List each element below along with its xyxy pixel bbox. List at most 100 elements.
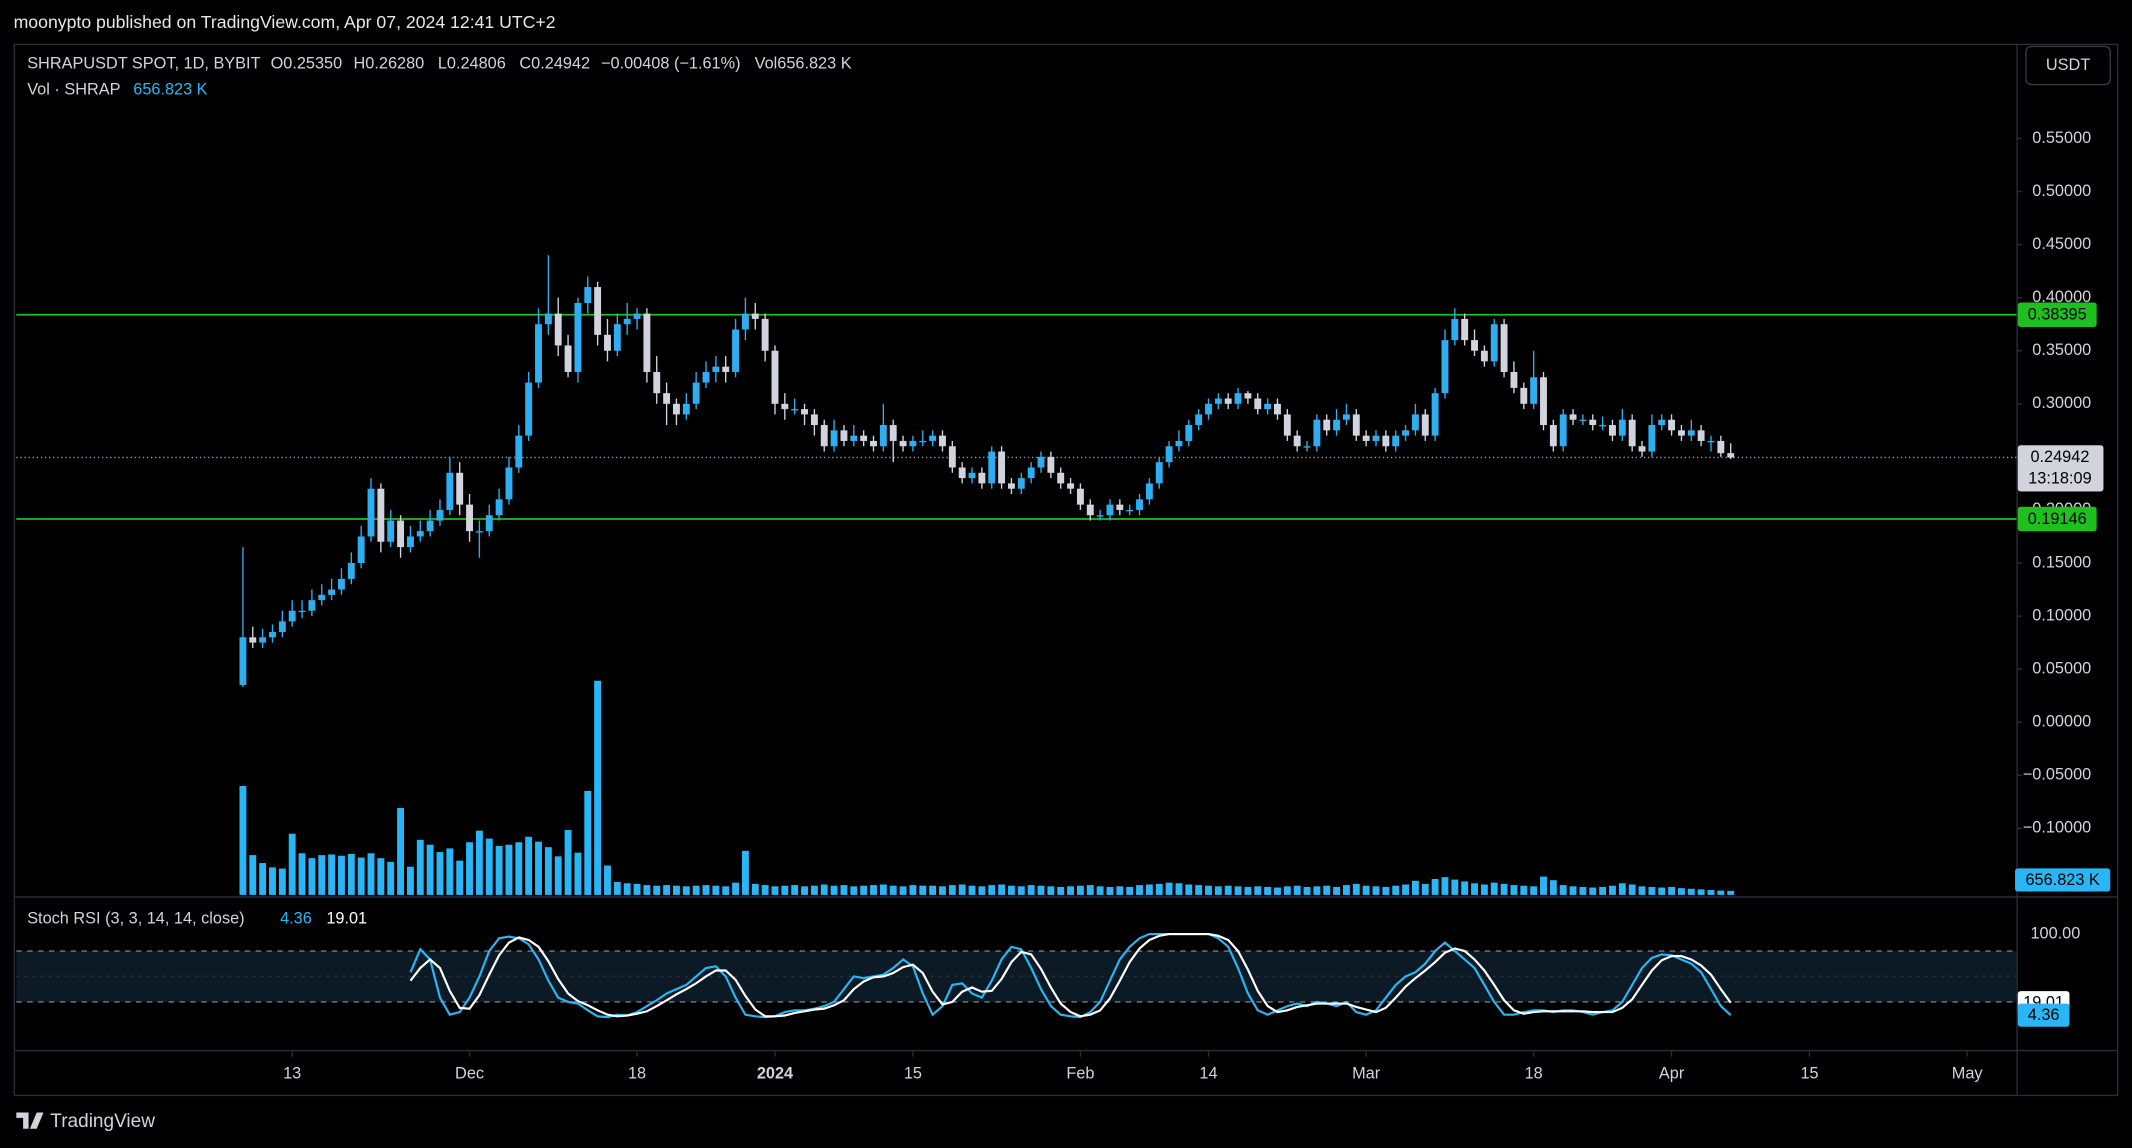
volume-bar — [1224, 885, 1232, 895]
candle-body — [840, 430, 848, 441]
volume-bar — [702, 885, 710, 895]
candle-body — [673, 403, 680, 415]
volume-bar — [939, 886, 946, 895]
candle-body — [1431, 393, 1439, 436]
volume-bar — [1165, 882, 1173, 895]
candle-body — [643, 313, 651, 372]
candle-body — [1283, 414, 1291, 436]
volume-bar — [1303, 886, 1311, 895]
candle-body — [1549, 425, 1557, 447]
volume-bar — [958, 884, 966, 895]
volume-bar — [1540, 876, 1547, 895]
volume-bar — [259, 863, 267, 895]
volume-bar — [1421, 883, 1429, 895]
volume-bar — [357, 857, 365, 895]
volume-bar — [456, 860, 464, 895]
logo-text: TradingView — [50, 1111, 155, 1132]
candle-body — [416, 531, 424, 537]
chart-frame — [13, 43, 2119, 1097]
volume-bar — [1254, 886, 1262, 895]
volume-bar — [278, 868, 286, 895]
candle-body — [456, 472, 464, 505]
candle-body — [347, 562, 355, 579]
y-tick-label: 0.05000 — [2032, 659, 2091, 677]
candle-body — [633, 313, 641, 319]
volume-bar — [1697, 889, 1705, 895]
candle-body — [801, 409, 808, 415]
candle-body — [1618, 419, 1626, 436]
candle-body — [613, 324, 621, 351]
volume-bar — [535, 841, 542, 895]
candle-body — [623, 318, 631, 325]
candle-body — [377, 488, 385, 542]
candle-body — [1017, 478, 1025, 489]
stoch-tick-label: 100.00 — [2030, 924, 2080, 942]
volume-bar — [968, 885, 976, 895]
candle-body — [1628, 419, 1636, 447]
candle-body — [1057, 472, 1065, 484]
volume-bar — [1264, 886, 1272, 895]
candle-body — [594, 287, 602, 335]
candle-body — [1234, 393, 1242, 404]
volume-bar — [1067, 886, 1075, 895]
logo: TradingView — [16, 1111, 155, 1132]
volume-bar — [1677, 888, 1685, 895]
volume-bar — [929, 885, 937, 895]
candle-body — [1668, 419, 1676, 431]
candle-body — [781, 403, 789, 410]
volume-bar — [1471, 883, 1478, 895]
x-tick-label: Mar — [1352, 1065, 1381, 1083]
candle-body — [436, 509, 444, 521]
candle-body — [535, 324, 542, 383]
volume-bar — [377, 858, 385, 895]
candle-body — [1697, 430, 1705, 441]
candle-body — [1323, 419, 1331, 431]
volume-axis-label: 656.823 K — [2025, 871, 2099, 889]
volume-bar — [347, 853, 355, 895]
candle-body — [1421, 414, 1429, 436]
currency-button[interactable] — [2025, 45, 2111, 86]
candle-body — [466, 504, 473, 532]
candle-body — [1274, 403, 1281, 415]
candle-body — [653, 371, 661, 394]
candle-body — [397, 520, 405, 548]
x-tick-label: 14 — [1199, 1065, 1217, 1083]
candle-body — [1411, 414, 1419, 431]
legend-open: O0.25350 — [271, 54, 343, 72]
volume-bar — [1136, 885, 1143, 895]
candle-body — [919, 440, 927, 443]
volume-bar — [1293, 885, 1301, 895]
volume-bar — [830, 885, 838, 895]
candle-body — [870, 440, 877, 447]
currency-label[interactable]: USDT — [2046, 56, 2090, 74]
volume-bar — [781, 885, 789, 895]
candle-body — [1648, 425, 1656, 452]
candle-body — [387, 520, 395, 542]
candle-body — [357, 536, 365, 563]
level-label-box — [2017, 506, 2097, 532]
candle-body — [406, 536, 414, 548]
volume-bar — [751, 883, 759, 895]
candle-body — [1303, 446, 1311, 448]
volume-bar — [604, 865, 611, 895]
volume-bar — [1461, 881, 1469, 895]
candle-body — [1333, 419, 1341, 431]
volume-bar — [416, 839, 424, 895]
volume-bar — [475, 830, 483, 895]
volume-bar — [801, 886, 808, 895]
x-tick-label: 15 — [904, 1065, 922, 1083]
legend-change: −0.00408 (−1.61%) — [601, 54, 741, 72]
volume-bar — [318, 855, 326, 895]
stoch-k-axis-label-box — [2017, 1003, 2070, 1027]
candle-body — [1342, 414, 1350, 420]
volume-bar — [633, 883, 641, 895]
stoch-k-axis-label: 4.36 — [2028, 1006, 2060, 1024]
y-tick-label: 0.00000 — [2032, 713, 2091, 731]
candle-body — [525, 382, 533, 436]
candle-body — [308, 600, 316, 611]
candle-body — [889, 425, 897, 441]
candle-body — [495, 499, 503, 516]
volume-bar — [1599, 886, 1607, 895]
candle-body — [1027, 467, 1035, 479]
candle-body — [732, 329, 740, 372]
